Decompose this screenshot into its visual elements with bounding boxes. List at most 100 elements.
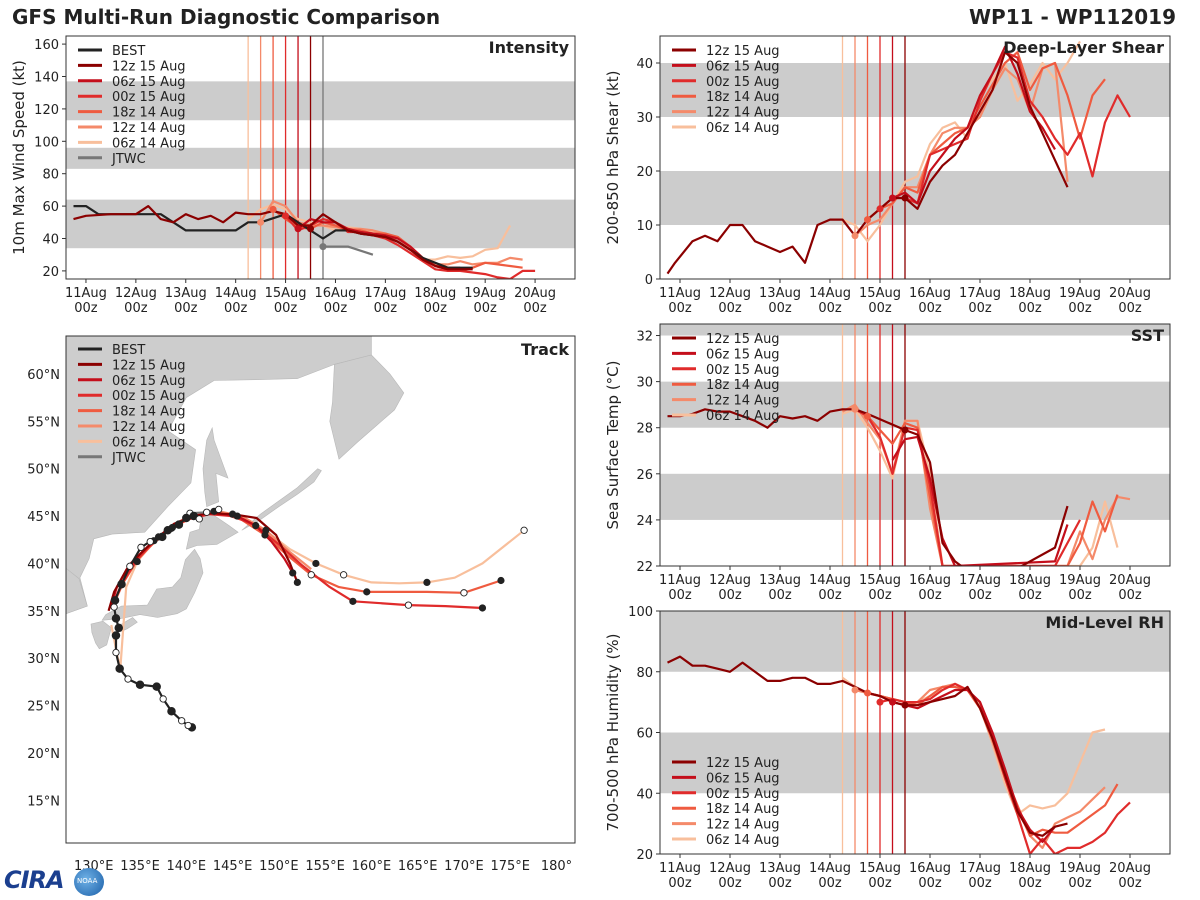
sst-ytick-label: 26 [636, 468, 653, 483]
shear-xtick-label: 00z [668, 301, 692, 316]
intensity-xtick-label: 14Aug [215, 286, 257, 301]
rh-legend-label: 00z 15 Aug [706, 787, 780, 802]
sst-legend-label: 00z 15 Aug [706, 363, 780, 378]
intensity-ytick-label: 60 [42, 200, 59, 215]
intensity-xtick-label: 00z [424, 301, 448, 316]
intensity-xtick-label: 16Aug [315, 286, 357, 301]
rh-legend-label: 12z 14 Aug [706, 818, 780, 833]
sst-ytick-label: 24 [636, 514, 653, 529]
intensity-marker-jtwc [319, 243, 327, 251]
track-point-12z-15-aug [228, 510, 237, 518]
track-point-best [152, 682, 161, 691]
shear-legend-label: 12z 14 Aug [706, 106, 780, 121]
shear-legend-label: 00z 15 Aug [706, 75, 780, 90]
intensity-frame [65, 35, 576, 280]
rh-xtick-label: 00z [768, 876, 792, 891]
intensity-legend-label: 06z 14 Aug [112, 136, 186, 151]
shear-ytick-label: 40 [636, 57, 653, 72]
intensity-legend-label: 12z 15 Aug [112, 59, 186, 74]
shear-band [660, 63, 1170, 117]
track-legend-label: 18z 14 Aug [112, 405, 186, 420]
intensity-marker-12z-15-aug [307, 225, 315, 233]
intensity-xtick-label: 18Aug [414, 286, 456, 301]
shear-xtick-label: 18Aug [1009, 286, 1051, 301]
track-legend-label: 06z 15 Aug [112, 374, 186, 389]
rh-xtick-label: 00z [818, 876, 842, 891]
track-point-best [126, 562, 134, 570]
noaa-logo-text: NOAA [77, 877, 98, 885]
track-point-best [124, 675, 132, 683]
sst-legend-label: 12z 14 Aug [706, 394, 780, 409]
sst-xtick-label: 00z [868, 588, 892, 603]
track-legend-label: 12z 14 Aug [112, 420, 186, 435]
track-point-best [167, 707, 176, 716]
rh-marker-06z-15-aug [889, 698, 896, 706]
shear-xtick-label: 00z [718, 301, 742, 316]
rh-xtick-label: 00z [968, 876, 992, 891]
sst-xtick-label: 15Aug [859, 573, 901, 588]
sst-legend-label: 12z 15 Aug [706, 332, 780, 347]
intensity-legend-label: 12z 14 Aug [112, 121, 186, 136]
intensity-ytick-label: 140 [34, 71, 59, 86]
intensity-title: Intensity [489, 38, 570, 57]
sst-frame [659, 323, 1171, 567]
shear-xtick-label: 20Aug [1109, 286, 1151, 301]
track-frame [65, 335, 576, 844]
noaa-logo-icon: NOAA [74, 868, 104, 896]
track-point-jtwc [215, 505, 223, 514]
intensity-xtick-label: 17Aug [364, 286, 406, 301]
shear-series-18z-14-aug [866, 51, 1106, 221]
track-point-best [146, 537, 154, 546]
intensity-xtick-label: 00z [224, 301, 248, 316]
track-lat-label: 55°N [27, 415, 60, 430]
track-title: Track [521, 340, 569, 359]
track-point-best [184, 721, 192, 730]
track-point-00z-15-aug [252, 521, 260, 530]
rh-xtick-label: 20Aug [1109, 861, 1151, 876]
rh-ytick-label: 100 [628, 605, 653, 620]
track-point-best [111, 631, 121, 640]
rh-xtick-label: 19Aug [1059, 861, 1101, 876]
track-lon-label: 175°E [490, 859, 530, 874]
rh-title: Mid-Level RH [1045, 613, 1164, 632]
shear-xtick-label: 16Aug [909, 286, 951, 301]
track-lon-label: 165°E [398, 859, 438, 874]
sst-series-12z-14-aug [841, 403, 1131, 566]
intensity-xtick-label: 19Aug [464, 286, 506, 301]
track-lon-label: 150°E [259, 859, 299, 874]
track-point-best [157, 532, 167, 542]
track-point-18z-14-aug [261, 531, 269, 539]
sst-xtick-label: 20Aug [1109, 573, 1151, 588]
intensity-xtick-label: 00z [174, 301, 198, 316]
sst-legend-label: 06z 14 Aug [706, 409, 780, 424]
sst-xtick-label: 00z [718, 588, 742, 603]
sst-ylabel: Sea Surface Temp (°C) [604, 360, 622, 529]
track-point-best [195, 515, 203, 523]
intensity-ytick-label: 80 [42, 168, 59, 183]
shear-xtick-label: 19Aug [1059, 286, 1101, 301]
sst-series-12z-15-aug [667, 408, 1069, 566]
kuril-islands-land [241, 468, 322, 531]
sst-marker-18z-14-aug [864, 412, 871, 420]
rh-xtick-label: 17Aug [959, 861, 1001, 876]
sst-series-18z-14-aug [854, 408, 1119, 566]
track-point-best [182, 513, 191, 523]
track-lon-label: 155°E [305, 859, 345, 874]
shear-legend-label: 12z 15 Aug [706, 44, 780, 59]
kamchatka-land [329, 354, 405, 460]
shear-xtick-label: 11Aug [659, 286, 701, 301]
intensity-legend-label: 00z 15 Aug [112, 90, 186, 105]
rh-xtick-label: 00z [718, 876, 742, 891]
rh-marker-12z-15-aug [901, 701, 909, 709]
rh-band [660, 732, 1170, 794]
shear-xtick-label: 17Aug [959, 286, 1001, 301]
track-lat-label: 15°N [27, 794, 60, 809]
track-point-best [110, 603, 118, 611]
kyushu-land [90, 620, 112, 650]
track-point-06z-14-aug [520, 526, 528, 534]
intensity-panel: 2040608010012014016011Aug00z12Aug00z13Au… [10, 35, 576, 316]
sst-band [660, 324, 1170, 336]
rh-plot-area [660, 611, 1170, 854]
track-point-best [163, 526, 173, 535]
